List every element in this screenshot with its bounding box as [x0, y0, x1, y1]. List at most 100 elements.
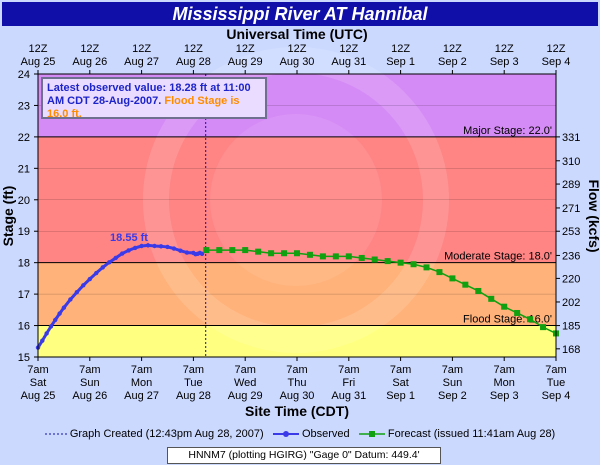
bottom-tick-date: Aug 28: [176, 390, 211, 402]
observed-point: [40, 338, 45, 343]
bottom-tick-date: Sep 2: [438, 390, 467, 402]
forecast-point: [462, 281, 469, 288]
bottom-tick-date: Aug 30: [280, 390, 315, 402]
right-tick-label: 310: [562, 156, 580, 168]
observed-point: [132, 245, 138, 251]
bottom-tick-day: Tue: [547, 377, 566, 389]
bottom-tick-date: Aug 25: [21, 390, 56, 402]
bottom-tick-date: Sep 4: [542, 390, 571, 402]
right-tick-label: 271: [562, 203, 580, 215]
observed-point: [100, 265, 105, 270]
top-tick-date: Aug 25: [21, 56, 56, 68]
bottom-tick-time: 7am: [131, 364, 152, 376]
forecast-point: [268, 250, 275, 257]
forecast-point: [345, 253, 352, 260]
left-tick-label: 17: [18, 289, 30, 301]
forecast-point: [449, 275, 456, 282]
top-tick-time: 12Z: [547, 43, 566, 55]
top-tick-time: 12Z: [443, 43, 462, 55]
forecast-point: [527, 316, 534, 323]
bottom-tick-time: 7am: [79, 364, 100, 376]
observed-point: [113, 255, 118, 261]
bottom-tick-date: Aug 31: [331, 390, 366, 402]
left-tick-label: 23: [18, 100, 30, 112]
forecast-point: [475, 287, 482, 294]
datum-info: HNNM7 (plotting HGIRG) "Gage 0" Datum: 4…: [167, 447, 441, 464]
top-tick-date: Aug 31: [331, 56, 366, 68]
observed-point: [145, 243, 151, 248]
bottom-tick-time: 7am: [545, 364, 566, 376]
bottom-tick-time: 7am: [493, 364, 514, 376]
top-tick-date: Sep 3: [490, 56, 519, 68]
observed-point: [152, 243, 157, 249]
observed-point: [178, 248, 183, 253]
left-tick-label: 20: [18, 195, 30, 207]
top-tick-time: 12Z: [391, 43, 410, 55]
legend-forecast: Forecast (issued 11:41am Aug 28): [358, 428, 555, 440]
right-tick-label: 331: [562, 132, 580, 144]
left-tick-label: 19: [18, 226, 30, 238]
bottom-tick-day: Sun: [443, 377, 463, 389]
top-tick-date: Sep 4: [542, 56, 571, 68]
bottom-tick-day: Mon: [493, 377, 514, 389]
top-tick-date: Aug 28: [176, 56, 211, 68]
bottom-axis-title: Site Time (CDT): [245, 403, 349, 419]
top-tick-time: 12Z: [80, 43, 99, 55]
forecast-point: [281, 250, 288, 257]
forecast-point: [371, 256, 378, 263]
noaa-watermark: [143, 47, 449, 353]
left-axis-title: Stage (ft): [0, 186, 16, 247]
bottom-tick-time: 7am: [390, 364, 411, 376]
observed-point: [48, 324, 54, 329]
latest-observed-box: Latest observed value: 18.28 ft at 11:00…: [41, 77, 267, 120]
stage-label: Moderate Stage: 18.0': [444, 251, 552, 263]
left-tick-label: 22: [18, 132, 30, 144]
flood-stage-text: Flood Stage is 16.0 ft.: [47, 95, 240, 120]
forecast-point: [216, 247, 223, 254]
top-tick-date: Aug 30: [280, 56, 315, 68]
forecast-point: [294, 250, 300, 257]
top-tick-time: 12Z: [495, 43, 514, 55]
forecast-point: [514, 309, 521, 316]
bottom-tick-date: Aug 27: [124, 390, 159, 402]
legend-created-label: Graph Created (12:43pm Aug 28, 2007): [69, 428, 264, 440]
top-tick-date: Sep 1: [386, 56, 415, 68]
observed-point: [57, 311, 62, 316]
observed-point: [184, 250, 190, 255]
legend-observed: Observed: [272, 428, 353, 440]
observed-point: [44, 331, 49, 336]
left-tick-label: 16: [18, 321, 30, 333]
forecast-point: [242, 247, 249, 254]
bottom-tick-date: Sep 1: [386, 390, 415, 402]
forecast-point: [384, 258, 391, 265]
observed-point: [61, 305, 67, 310]
bottom-tick-date: Aug 29: [228, 390, 263, 402]
bottom-tick-day: Fri: [342, 377, 355, 389]
observed-point: [171, 246, 177, 251]
observed-point: [107, 260, 112, 265]
observed-point: [158, 244, 164, 249]
bottom-tick-time: 7am: [442, 364, 463, 376]
band-minor: [38, 262, 556, 326]
left-tick-label: 18: [18, 258, 30, 270]
forecast-point: [540, 324, 547, 331]
bottom-tick-time: 7am: [183, 364, 204, 376]
forecast-point: [423, 264, 430, 271]
forecast-point: [488, 295, 495, 302]
forecast-point: [229, 247, 236, 254]
top-axis-title: Universal Time (UTC): [226, 26, 367, 42]
right-tick-label: 289: [562, 179, 580, 191]
bottom-tick-day: Sat: [30, 377, 47, 389]
observed-point: [94, 270, 99, 276]
chart-title: Mississippi River AT Hannibal: [2, 2, 598, 26]
bottom-tick-date: Aug 26: [72, 390, 107, 402]
top-tick-time: 12Z: [236, 43, 255, 55]
top-tick-time: 12Z: [288, 43, 307, 55]
right-tick-label: 253: [562, 226, 580, 238]
bottom-tick-time: 7am: [286, 364, 307, 376]
forecast-point: [501, 303, 508, 310]
legend-observed-label: Observed: [301, 428, 350, 440]
observed-point: [53, 317, 58, 323]
top-tick-time: 12Z: [339, 43, 358, 55]
